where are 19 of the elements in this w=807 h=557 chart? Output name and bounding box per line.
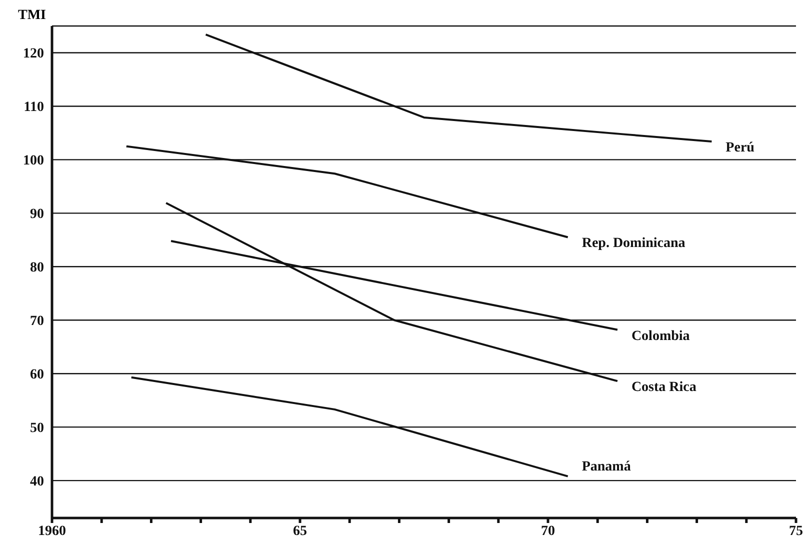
series-label: Perú	[726, 140, 755, 156]
y-tick-label: 60	[30, 368, 44, 383]
y-tick-label: 70	[30, 314, 44, 330]
y-tick-label: 100	[23, 154, 44, 169]
x-tick-label: 70	[541, 524, 555, 539]
y-tick-label: 80	[30, 260, 44, 276]
series-label: Panamá	[582, 459, 631, 474]
y-tick-label: 40	[30, 474, 44, 490]
y-tick-label: 110	[24, 100, 44, 116]
y-tick-label: 50	[30, 421, 44, 436]
y-tick-label: 120	[23, 46, 44, 62]
x-tick-label: 65	[293, 524, 307, 539]
y-tick-label: 90	[30, 207, 44, 222]
series-label: Rep. Dominicana	[582, 236, 686, 252]
series-label: Costa Rica	[631, 380, 696, 396]
x-tick-label: 1960	[38, 524, 66, 539]
y-axis-title: TMI	[18, 8, 46, 24]
series-label: Colombia	[631, 328, 690, 344]
x-tick-label: 75	[789, 524, 803, 539]
